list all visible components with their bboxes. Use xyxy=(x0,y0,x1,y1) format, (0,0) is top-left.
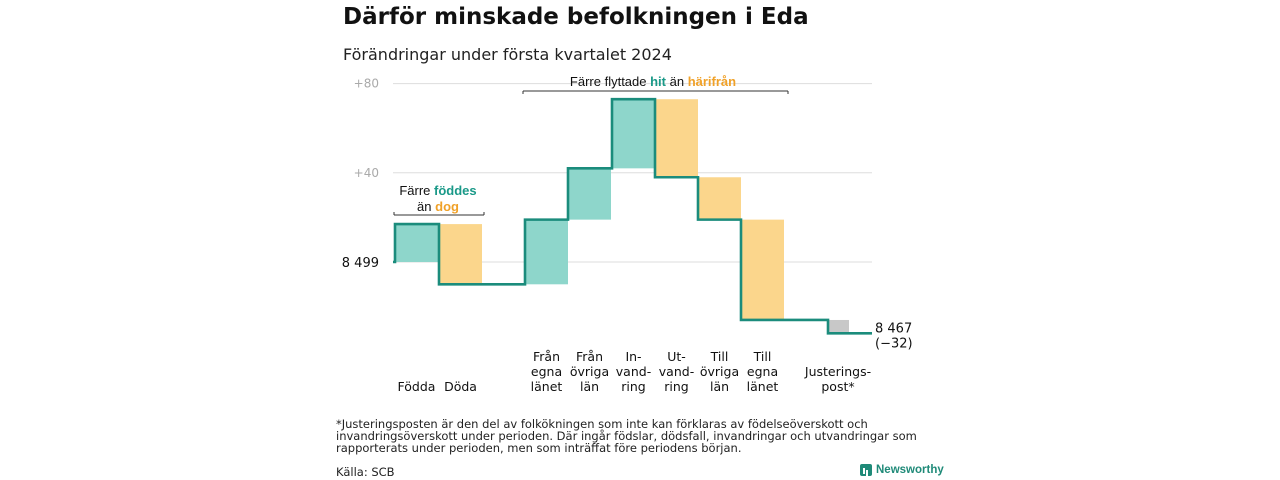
waterfall-bar xyxy=(829,319,849,334)
brand-logo: Newsworthy xyxy=(860,464,944,476)
annotation-segment: Färre flyttade xyxy=(570,74,650,89)
annotation-segment: härifrån xyxy=(688,74,736,89)
brand-name: Newsworthy xyxy=(876,464,944,476)
annotation-segment: än xyxy=(417,199,435,214)
category-label: länet xyxy=(747,379,779,394)
start-value-label: 8 499 xyxy=(342,256,379,271)
category-label: vand- xyxy=(659,364,694,379)
y-tick-label: +40 xyxy=(354,166,379,180)
category-label: Födda xyxy=(398,379,436,394)
waterfall-bar xyxy=(439,224,482,285)
annotation-segment: än xyxy=(666,74,688,89)
category-label: övriga xyxy=(570,364,609,379)
category-label: egna xyxy=(747,364,778,379)
annotation-segment: föddes xyxy=(434,183,477,198)
category-label: Döda xyxy=(444,379,477,394)
chart-title: Därför minskade befolkningen i Eda xyxy=(343,4,809,30)
footnote: *Justeringsposten är den del av folkökni… xyxy=(336,417,917,455)
category-label: Justerings- xyxy=(804,364,871,379)
category-label: egna xyxy=(531,364,562,379)
waterfall-bar xyxy=(525,219,568,285)
annotation-segment: Färre xyxy=(399,183,434,198)
waterfall-bar xyxy=(395,224,438,262)
category-label: Från xyxy=(576,349,603,364)
source-label: Källa: SCB xyxy=(336,465,395,479)
end-value-label: 8 467 xyxy=(875,321,912,336)
annotation-segment: dog xyxy=(435,199,459,214)
category-label: Till xyxy=(710,349,729,364)
category-label: Till xyxy=(753,349,772,364)
category-label: län xyxy=(580,379,599,394)
category-label: Ut- xyxy=(667,349,686,364)
category-label: övriga xyxy=(700,364,739,379)
annotation-text: Färre föddes xyxy=(399,183,476,198)
category-label: vand- xyxy=(616,364,651,379)
category-label: län xyxy=(710,379,729,394)
waterfall-bar xyxy=(612,99,655,169)
category-label: post* xyxy=(821,379,854,394)
category-label: In- xyxy=(625,349,641,364)
category-label: ring xyxy=(664,379,688,394)
category-label: Från xyxy=(533,349,560,364)
waterfall-bar xyxy=(655,99,698,178)
annotation-text: än dog xyxy=(417,199,459,214)
category-label: länet xyxy=(531,379,563,394)
y-tick-label: +80 xyxy=(354,77,379,91)
waterfall-line xyxy=(393,97,872,335)
waterfall-bar xyxy=(741,219,784,320)
category-label: ring xyxy=(621,379,645,394)
annotation-text: Färre flyttade hit än härifrån xyxy=(570,74,736,89)
waterfall-bar xyxy=(568,168,611,220)
waterfall-bar xyxy=(698,177,741,220)
chart-subtitle: Förändringar under första kvartalet 2024 xyxy=(343,45,672,64)
annotation-segment: hit xyxy=(650,74,667,89)
end-change-label: (−32) xyxy=(875,336,913,351)
newsworthy-icon xyxy=(860,464,872,476)
